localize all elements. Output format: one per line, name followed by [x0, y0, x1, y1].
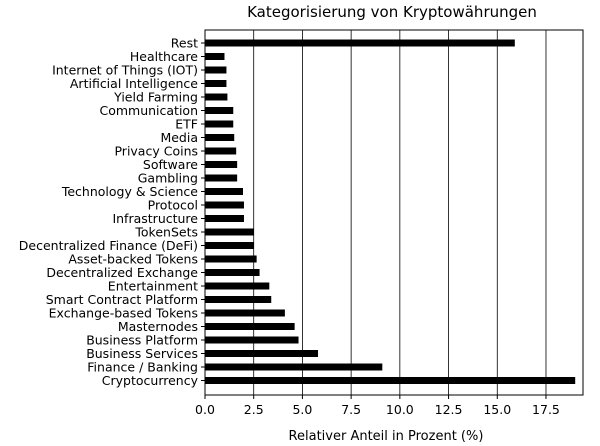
bars [205, 39, 576, 384]
x-axis-label: Relativer Anteil in Prozent (%) [289, 429, 484, 444]
bar [205, 174, 238, 182]
bar [205, 188, 243, 195]
category-label: Asset-backed Tokens [68, 252, 198, 267]
bar [205, 336, 299, 344]
x-tick-label: 5.0 [292, 402, 312, 417]
chart-title: Kategorisierung von Kryptowährungen [247, 3, 537, 21]
bar [205, 255, 257, 263]
x-axis-ticks: 0.0 2.5 5.0 7.5 10.0 12.5 15.0 17.5 [195, 395, 560, 417]
bar [205, 107, 234, 114]
category-label: TokenSets [134, 225, 198, 240]
category-label: Media [160, 130, 198, 145]
category-label: Exchange-based Tokens [49, 306, 198, 321]
bar [205, 228, 254, 236]
bar [205, 363, 383, 371]
bar [205, 323, 295, 330]
category-label: Business Services [86, 346, 198, 361]
x-tick-label: 2.5 [244, 402, 264, 417]
bar [205, 80, 227, 87]
category-label: Masternodes [118, 319, 198, 334]
bar [205, 269, 260, 276]
category-label: Entertainment [108, 279, 198, 294]
category-label: Technology & Science [61, 184, 198, 199]
bar [205, 93, 228, 101]
bar [205, 215, 244, 222]
category-label: Healthcare [130, 49, 198, 64]
category-label: ETF [175, 117, 198, 132]
bar [205, 377, 576, 384]
category-label: Rest [171, 36, 198, 51]
category-label: Gambling [138, 171, 198, 186]
category-label: Infrastructure [112, 211, 198, 226]
category-label: Privacy Coins [114, 144, 198, 159]
bar [205, 120, 234, 128]
category-label: Artificial Intelligence [70, 76, 198, 91]
x-tick-label: 12.5 [435, 402, 463, 417]
bar [205, 201, 244, 209]
bar [205, 242, 254, 249]
x-tick-label: 0.0 [195, 402, 215, 417]
bar [205, 350, 319, 357]
bar [205, 309, 285, 317]
x-tick-label: 7.5 [341, 402, 361, 417]
category-label: Decentralized Exchange [46, 265, 198, 280]
bar [205, 66, 227, 74]
bar [205, 134, 235, 141]
category-label: Decentralized Finance (DeFi) [19, 238, 198, 253]
grid-lines [253, 30, 547, 395]
x-tick-label: 10.0 [386, 402, 414, 417]
x-tick-label: 15.0 [483, 402, 511, 417]
category-label: Finance / Banking [87, 360, 198, 375]
category-label: Business Platform [86, 333, 198, 348]
bar [205, 39, 515, 47]
bar [205, 147, 237, 155]
bar [205, 296, 272, 303]
bar [205, 282, 270, 290]
category-label: Yield Farming [113, 90, 198, 105]
category-label: Protocol [148, 198, 198, 213]
category-label: Software [143, 157, 198, 172]
bar [205, 161, 238, 168]
category-label: Smart Contract Platform [46, 292, 198, 307]
bar [205, 53, 225, 60]
x-tick-label: 17.5 [532, 402, 560, 417]
category-label: Cryptocurrency [102, 373, 199, 388]
plot-frame [204, 29, 584, 396]
category-label: Internet of Things (IOT) [52, 63, 198, 78]
category-label: Communication [99, 103, 198, 118]
